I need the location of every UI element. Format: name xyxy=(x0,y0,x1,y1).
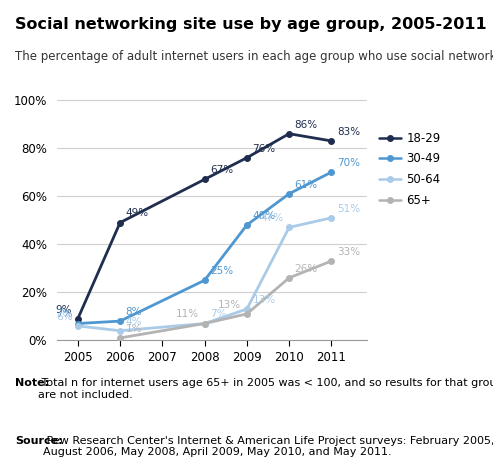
Line: 30-49: 30-49 xyxy=(75,169,334,327)
65+ xyxy=(244,311,250,317)
Text: Note:: Note: xyxy=(15,378,49,388)
30-49 xyxy=(244,222,250,228)
Text: 49%: 49% xyxy=(126,208,149,218)
18-29 xyxy=(117,220,123,226)
Text: 13%: 13% xyxy=(218,300,241,310)
Text: 26%: 26% xyxy=(295,264,318,274)
18-29 xyxy=(328,138,334,144)
Line: 50-64: 50-64 xyxy=(75,215,334,334)
18-29 xyxy=(286,131,292,137)
Text: Source:: Source: xyxy=(15,436,63,446)
Line: 65+: 65+ xyxy=(117,258,334,341)
Text: 33%: 33% xyxy=(337,247,360,257)
50-64 xyxy=(244,306,250,312)
Text: Pew Research Center's Internet & American Life Project surveys: February 2005,
A: Pew Research Center's Internet & America… xyxy=(43,436,493,457)
Text: 6%: 6% xyxy=(56,312,72,322)
Text: 7%: 7% xyxy=(56,309,72,319)
Text: 8%: 8% xyxy=(126,307,142,317)
Text: 67%: 67% xyxy=(210,165,233,175)
Text: 70%: 70% xyxy=(337,158,360,168)
Text: 7%: 7% xyxy=(210,309,227,319)
Text: 61%: 61% xyxy=(295,179,318,189)
65+ xyxy=(117,335,123,341)
65+ xyxy=(286,275,292,281)
50-64 xyxy=(75,323,81,329)
Text: 4%: 4% xyxy=(126,317,142,327)
50-64 xyxy=(117,328,123,334)
50-64 xyxy=(286,225,292,230)
Text: 47%: 47% xyxy=(260,213,283,223)
Text: 76%: 76% xyxy=(252,144,276,154)
Text: Social networking site use by age group, 2005-2011: Social networking site use by age group,… xyxy=(15,17,487,32)
Legend: 18-29, 30-49, 50-64, 65+: 18-29, 30-49, 50-64, 65+ xyxy=(380,132,441,207)
Text: 83%: 83% xyxy=(337,127,360,137)
Text: 11%: 11% xyxy=(176,309,199,319)
Text: 51%: 51% xyxy=(337,204,360,214)
Text: 48%: 48% xyxy=(252,211,276,221)
18-29 xyxy=(202,177,208,182)
50-64 xyxy=(202,321,208,327)
18-29 xyxy=(75,316,81,322)
Text: 1%: 1% xyxy=(126,324,142,334)
Text: 9%: 9% xyxy=(56,305,72,315)
30-49 xyxy=(328,169,334,175)
65+ xyxy=(328,258,334,264)
Text: 25%: 25% xyxy=(210,266,233,276)
Line: 18-29: 18-29 xyxy=(75,131,334,321)
50-64 xyxy=(328,215,334,221)
18-29 xyxy=(244,155,250,160)
30-49 xyxy=(117,318,123,324)
Text: Total n for internet users age 65+ in 2005 was < 100, and so results for that gr: Total n for internet users age 65+ in 20… xyxy=(38,378,493,400)
Text: 86%: 86% xyxy=(295,119,318,129)
Text: The percentage of adult internet users in each age group who use social networki: The percentage of adult internet users i… xyxy=(15,50,493,63)
Text: 13%: 13% xyxy=(252,295,276,305)
30-49 xyxy=(202,278,208,283)
30-49 xyxy=(286,191,292,197)
65+ xyxy=(202,321,208,327)
30-49 xyxy=(75,321,81,327)
